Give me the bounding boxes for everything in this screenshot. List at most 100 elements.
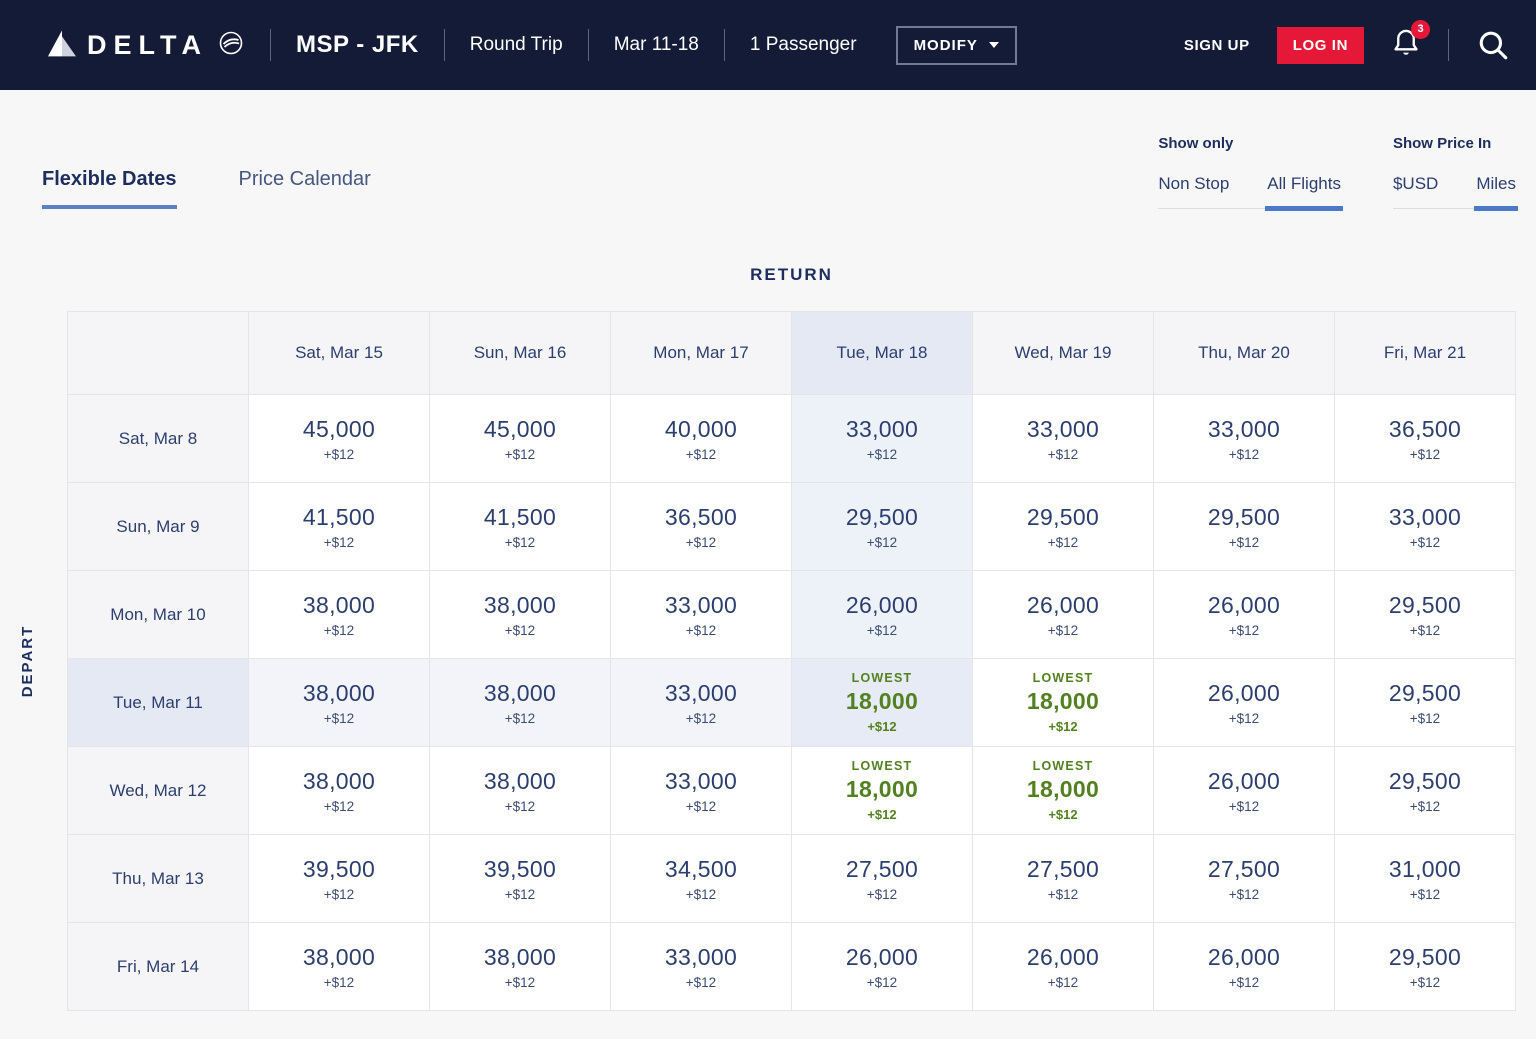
fare-cell[interactable]: 29,500 +$12 [973,483,1154,571]
modify-button[interactable]: MODIFY [895,25,1017,65]
return-date-header: Thu, Mar 20 [1154,312,1335,395]
fare-cell[interactable]: 33,000 +$12 [611,747,792,835]
fare-fee: +$12 [504,534,536,550]
all-flights-toggle[interactable]: All Flights [1265,174,1343,211]
fare-cell[interactable]: LOWEST 18,000 +$12 [792,747,973,835]
fare-cell[interactable]: 34,500 +$12 [611,835,792,923]
fare-miles: 38,000 [483,591,557,618]
fare-cell[interactable]: 39,500 +$12 [249,835,430,923]
fare-cell[interactable]: 29,500 +$12 [1335,571,1516,659]
fare-miles: 29,500 [1207,503,1281,530]
fare-cell[interactable]: 27,500 +$12 [973,835,1154,923]
fare-fee: +$12 [866,622,898,638]
search-button[interactable] [1476,28,1510,62]
fare-cell[interactable]: 33,000 +$12 [611,571,792,659]
fare-matrix-area: DEPART Sat, Mar 15 Sun, Mar 16 Mon, Mar 17… [19,311,1516,1011]
fare-cell[interactable]: 38,000 +$12 [249,571,430,659]
notification-badge: 3 [1411,19,1430,39]
fare-cell[interactable]: 33,000 +$12 [611,923,792,1011]
fare-cell[interactable]: 33,000 +$12 [611,659,792,747]
fare-cell[interactable]: 26,000 +$12 [1154,571,1335,659]
fare-miles: 41,500 [483,503,557,530]
fare-cell[interactable]: 41,500 +$12 [249,483,430,571]
return-date-header: Sun, Mar 16 [430,312,611,395]
fare-cell[interactable]: 26,000 +$12 [973,923,1154,1011]
fare-cell[interactable]: 26,000 +$12 [1154,747,1335,835]
fare-cell[interactable]: 26,000 +$12 [792,923,973,1011]
fare-fee: +$12 [323,622,355,638]
fare-fee: +$12 [1228,446,1260,462]
fare-cell[interactable]: 36,500 +$12 [1335,395,1516,483]
fare-fee: +$12 [1228,710,1260,726]
notifications-button[interactable]: 3 [1391,19,1430,64]
fare-cell[interactable]: 26,000 +$12 [1154,659,1335,747]
fare-matrix: Sat, Mar 15 Sun, Mar 16 Mon, Mar 17 Tue, Ma… [67,311,1516,1011]
fare-cell[interactable]: 38,000 +$12 [430,571,611,659]
fare-cell[interactable]: 38,000 +$12 [430,747,611,835]
tab-flexible-dates[interactable]: Flexible Dates [42,168,177,209]
fare-cell[interactable]: LOWEST 18,000 +$12 [973,659,1154,747]
lowest-badge: LOWEST [1032,759,1094,773]
fare-cell[interactable]: 38,000 +$12 [249,659,430,747]
miles-toggle[interactable]: Miles [1474,174,1518,211]
fare-fee: +$12 [1048,807,1078,822]
fare-cell[interactable]: 38,000 +$12 [249,747,430,835]
fare-miles: 33,000 [664,943,738,970]
fare-cell[interactable]: 26,000 +$12 [973,571,1154,659]
fare-cell[interactable]: 38,000 +$12 [430,659,611,747]
fare-miles: 33,000 [664,679,738,706]
fare-cell[interactable]: 39,500 +$12 [430,835,611,923]
fare-fee: +$12 [685,798,717,814]
fare-miles: 45,000 [302,415,376,442]
fare-cell[interactable]: 33,000 +$12 [1335,483,1516,571]
nav-divider [1448,29,1449,61]
fare-cell[interactable]: 31,000 +$12 [1335,835,1516,923]
tab-price-calendar[interactable]: Price Calendar [238,168,371,190]
fare-miles: 27,500 [1026,855,1100,882]
fare-miles: 38,000 [302,767,376,794]
nav-divider [723,29,725,61]
fare-miles: 38,000 [483,679,557,706]
depart-date-header: Wed, Mar 12 [68,747,249,835]
fare-cell[interactable]: 27,500 +$12 [792,835,973,923]
fare-cell[interactable]: 29,500 +$12 [792,483,973,571]
fare-cell[interactable]: 29,500 +$12 [1335,923,1516,1011]
sign-up-link[interactable]: SIGN UP [1183,36,1250,54]
fare-cell[interactable]: 27,500 +$12 [1154,835,1335,923]
fare-fee: +$12 [685,886,717,902]
fare-fee: +$12 [323,974,355,990]
non-stop-toggle[interactable]: Non Stop [1158,174,1230,193]
fare-fee: +$12 [1409,710,1441,726]
fare-cell[interactable]: LOWEST 18,000 +$12 [973,747,1154,835]
fare-cell[interactable]: 29,500 +$12 [1154,483,1335,571]
fare-cell[interactable]: 33,000 +$12 [792,395,973,483]
fare-cell[interactable]: 38,000 +$12 [430,923,611,1011]
fare-cell[interactable]: 45,000 +$12 [249,395,430,483]
fare-cell[interactable]: 29,500 +$12 [1335,747,1516,835]
fare-cell[interactable]: 38,000 +$12 [249,923,430,1011]
fare-cell[interactable]: 40,000 +$12 [611,395,792,483]
fare-cell[interactable]: 29,500 +$12 [1335,659,1516,747]
fare-cell[interactable]: 33,000 +$12 [1154,395,1335,483]
fare-cell[interactable]: 45,000 +$12 [430,395,611,483]
fare-cell[interactable]: 26,000 +$12 [792,571,973,659]
fare-cell[interactable]: 26,000 +$12 [1154,923,1335,1011]
fare-fee: +$12 [1228,798,1260,814]
fare-cell[interactable]: LOWEST 18,000 +$12 [792,659,973,747]
fare-miles: 33,000 [664,591,738,618]
fare-fee: +$12 [1047,534,1079,550]
fare-fee: +$12 [685,534,717,550]
delta-logo[interactable]: DELTA [46,29,245,62]
fare-fee: +$12 [1047,622,1079,638]
bell-icon [1391,27,1421,64]
nav-divider [587,29,589,61]
fare-miles: 36,500 [664,503,738,530]
chevron-down-icon [988,42,999,48]
fare-cell[interactable]: 33,000 +$12 [973,395,1154,483]
fare-cell[interactable]: 41,500 +$12 [430,483,611,571]
fare-miles: 29,500 [1388,943,1462,970]
fare-fee: +$12 [504,798,536,814]
usd-toggle[interactable]: $USD [1392,174,1439,193]
fare-cell[interactable]: 36,500 +$12 [611,483,792,571]
log-in-button[interactable]: LOG IN [1276,26,1364,64]
